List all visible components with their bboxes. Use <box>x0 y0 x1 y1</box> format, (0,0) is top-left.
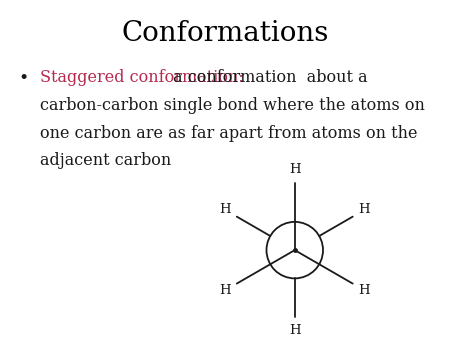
Text: a conformation  about a: a conformation about a <box>168 69 368 86</box>
Text: adjacent carbon: adjacent carbon <box>40 152 171 169</box>
Text: H: H <box>220 284 231 297</box>
Text: H: H <box>289 163 301 176</box>
Text: H: H <box>289 324 301 337</box>
Text: one carbon are as far apart from atoms on the: one carbon are as far apart from atoms o… <box>40 125 417 142</box>
Text: H: H <box>220 203 231 216</box>
Text: H: H <box>359 284 370 297</box>
Text: H: H <box>359 203 370 216</box>
Text: carbon-carbon single bond where the atoms on: carbon-carbon single bond where the atom… <box>40 97 424 114</box>
Text: Staggered conformation:: Staggered conformation: <box>40 69 243 86</box>
Text: Conformations: Conformations <box>122 20 328 47</box>
Text: •: • <box>18 69 28 87</box>
